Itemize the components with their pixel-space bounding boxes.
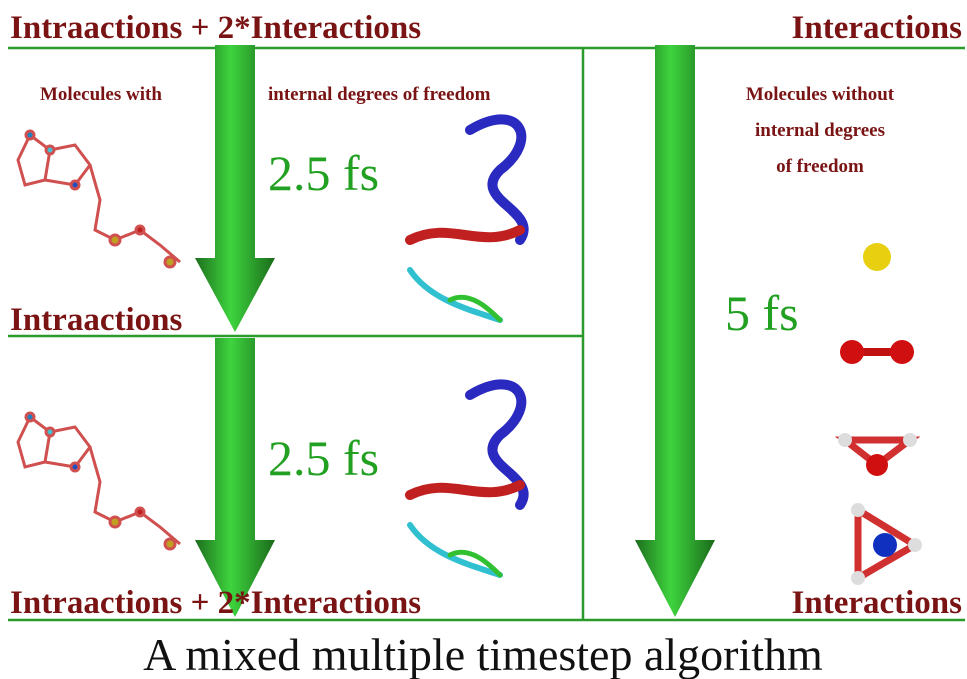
molecule-icon [838,243,922,585]
molecule-icon [18,131,180,549]
caption: A mixed multiple timestep algorithm [143,629,823,679]
arrow [195,45,715,617]
header-left: Intraactions + 2*Interactions [10,10,421,46]
panel-label: of freedom [776,156,864,177]
panel-label-group: Molecules without internal degrees of free… [746,84,895,177]
diagram: Intraactions + 2*Interactions Interactio… [0,0,967,679]
protein-icon [410,119,524,575]
timestep: 5 fs [725,285,799,341]
panel-label: internal degrees [755,120,885,141]
timestep: 2.5 fs [268,430,379,486]
footer-left: Intraactions + 2*Interactions [10,585,421,621]
panel-label: internal degrees of freedom [268,84,491,105]
panel-label: Molecules with [40,84,162,105]
timestep: 2.5 fs [268,145,379,201]
panel-label: Molecules without [746,84,895,105]
header-right: Interactions [792,10,963,46]
middle-label: Intraactions [10,302,182,338]
footer-right: Interactions [792,585,963,621]
